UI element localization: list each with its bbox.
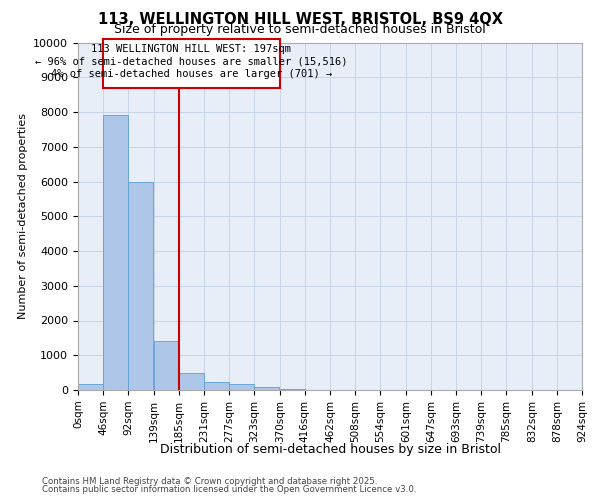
Text: Size of property relative to semi-detached houses in Bristol: Size of property relative to semi-detach… [114,22,486,36]
Text: Contains HM Land Registry data © Crown copyright and database right 2025.: Contains HM Land Registry data © Crown c… [42,477,377,486]
Text: ← 96% of semi-detached houses are smaller (15,516): ← 96% of semi-detached houses are smalle… [35,56,348,66]
Bar [179,374,204,390]
Bar [78,384,103,390]
Bar [128,182,153,390]
Bar [103,116,128,390]
FancyBboxPatch shape [103,39,280,88]
Bar [204,382,229,390]
Text: Distribution of semi-detached houses by size in Bristol: Distribution of semi-detached houses by … [160,442,500,456]
Bar [229,384,254,390]
Bar [154,342,179,390]
Text: 4% of semi-detached houses are larger (701) →: 4% of semi-detached houses are larger (7… [51,68,332,78]
Text: 113 WELLINGTON HILL WEST: 197sqm: 113 WELLINGTON HILL WEST: 197sqm [91,44,292,54]
Text: Contains public sector information licensed under the Open Government Licence v3: Contains public sector information licen… [42,485,416,494]
Y-axis label: Number of semi-detached properties: Number of semi-detached properties [18,114,28,320]
Bar [280,389,305,390]
Text: 113, WELLINGTON HILL WEST, BRISTOL, BS9 4QX: 113, WELLINGTON HILL WEST, BRISTOL, BS9 … [97,12,503,28]
Bar [254,386,279,390]
